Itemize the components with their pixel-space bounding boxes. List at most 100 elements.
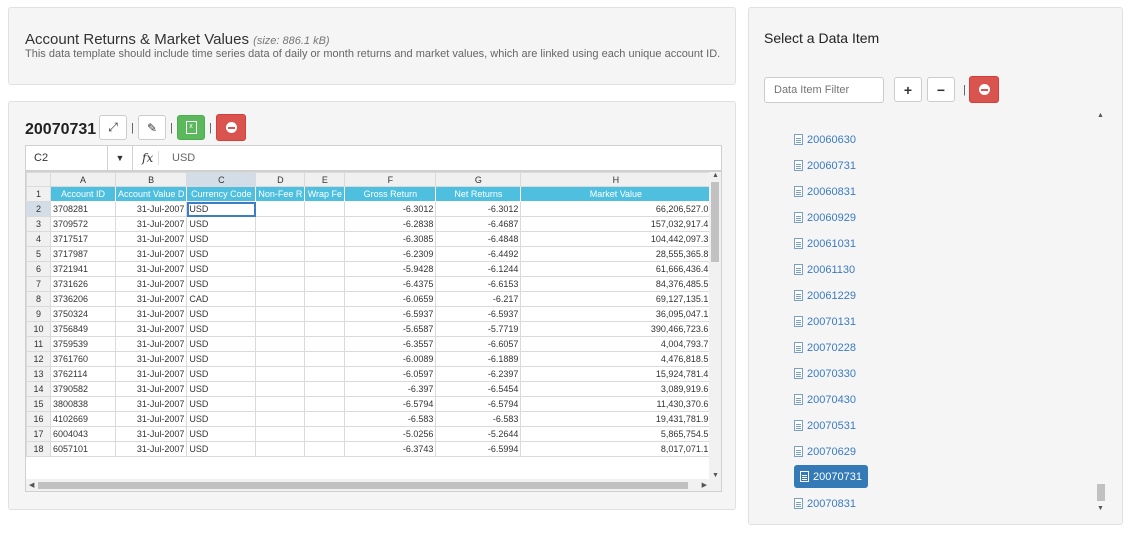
row-header[interactable]: 2 [26, 201, 51, 217]
row-header[interactable]: 7 [26, 276, 51, 292]
table-cell[interactable]: USD [186, 216, 257, 232]
table-cell[interactable]: 104,442,097.3 [520, 231, 712, 247]
scroll-up-icon[interactable]: ▲ [1097, 112, 1104, 119]
table-cell[interactable]: 31-Jul-2007 [114, 246, 188, 262]
data-item[interactable]: 20070228 [794, 336, 856, 359]
data-item[interactable]: 20060731 [794, 154, 856, 177]
table-cell[interactable] [304, 216, 346, 232]
table-cell[interactable]: 28,555,365.8 [520, 246, 712, 262]
table-cell[interactable] [255, 231, 306, 247]
table-cell[interactable]: 3708281 [50, 201, 116, 217]
scroll-thumb[interactable] [711, 182, 719, 262]
row-header[interactable]: 6 [26, 261, 51, 277]
table-cell[interactable]: -6.0659 [344, 291, 437, 307]
table-cell[interactable]: -6.3012 [435, 201, 522, 217]
row-header[interactable]: 11 [26, 336, 51, 352]
column-header[interactable]: E [304, 172, 346, 187]
data-item[interactable]: 20070131 [794, 310, 856, 333]
table-cell[interactable]: 19,431,781.9 [520, 411, 712, 427]
table-cell[interactable] [304, 381, 346, 397]
row-header[interactable]: 17 [26, 426, 51, 442]
header-cell[interactable]: Market Value [520, 186, 712, 202]
table-cell[interactable]: USD [186, 246, 257, 262]
table-cell[interactable]: 36,095,047.1 [520, 306, 712, 322]
column-header[interactable]: C [186, 172, 257, 187]
table-cell[interactable]: -6.5937 [435, 306, 522, 322]
table-cell[interactable] [255, 426, 306, 442]
table-cell[interactable]: -6.0089 [344, 351, 437, 367]
table-cell[interactable]: -6.1889 [435, 351, 522, 367]
table-cell[interactable] [304, 411, 346, 427]
table-cell[interactable]: 31-Jul-2007 [114, 426, 188, 442]
table-cell[interactable]: 3,089,919.6 [520, 381, 712, 397]
scroll-left-icon[interactable]: ◀ [29, 482, 35, 489]
table-cell[interactable]: -6.5794 [435, 396, 522, 412]
row-header[interactable]: 14 [26, 381, 51, 397]
table-cell[interactable]: -6.3557 [344, 336, 437, 352]
header-cell[interactable]: Net Returns [435, 186, 522, 202]
header-cell[interactable]: Wrap Fe [304, 186, 346, 202]
table-cell[interactable]: -5.0256 [344, 426, 437, 442]
table-cell[interactable]: 4,004,793.7 [520, 336, 712, 352]
table-cell[interactable] [304, 351, 346, 367]
table-cell[interactable]: -6.6057 [435, 336, 522, 352]
table-cell[interactable]: 15,924,781.4 [520, 366, 712, 382]
data-item[interactable]: 20070531 [794, 414, 856, 437]
table-cell[interactable]: -6.5794 [344, 396, 437, 412]
scroll-down-icon[interactable]: ▼ [712, 472, 719, 479]
table-cell[interactable]: 31-Jul-2007 [114, 321, 188, 337]
table-cell[interactable]: 3717987 [50, 246, 116, 262]
table-cell[interactable]: USD [186, 366, 257, 382]
table-cell[interactable] [255, 201, 306, 217]
table-cell[interactable]: -6.4375 [344, 276, 437, 292]
data-item[interactable]: 20070629 [794, 440, 856, 463]
table-cell[interactable]: 6004043 [50, 426, 116, 442]
remove-filter-button[interactable] [969, 76, 999, 103]
table-cell[interactable]: 31-Jul-2007 [114, 396, 188, 412]
table-cell[interactable] [304, 231, 346, 247]
row-header[interactable]: 1 [26, 186, 51, 202]
table-cell[interactable]: -6.0597 [344, 366, 437, 382]
table-cell[interactable] [255, 351, 306, 367]
header-cell[interactable]: Account Value D [114, 186, 188, 202]
table-cell[interactable] [255, 291, 306, 307]
table-cell[interactable] [255, 441, 306, 457]
table-cell[interactable] [255, 366, 306, 382]
edit-button[interactable]: ✎ [138, 115, 166, 140]
data-item[interactable]: 20070831 [794, 492, 856, 510]
scroll-right-icon[interactable]: ▶ [701, 482, 707, 489]
row-header[interactable]: 16 [26, 411, 51, 427]
table-cell[interactable]: -6.1244 [435, 261, 522, 277]
table-cell[interactable] [304, 426, 346, 442]
scroll-up-icon[interactable]: ▲ [712, 172, 719, 179]
table-cell[interactable] [304, 366, 346, 382]
data-item[interactable]: 20060630 [794, 128, 856, 151]
table-cell[interactable]: -6.2397 [435, 366, 522, 382]
horizontal-scrollbar[interactable]: ◀ ▶ [26, 479, 721, 491]
table-cell[interactable]: -5.2644 [435, 426, 522, 442]
column-header[interactable]: D [255, 172, 306, 187]
expand-button[interactable]: ⤢ [99, 115, 127, 140]
table-cell[interactable]: USD [186, 276, 257, 292]
data-item[interactable]: 20070330 [794, 362, 856, 385]
table-cell[interactable]: 31-Jul-2007 [114, 336, 188, 352]
table-cell[interactable]: -6.583 [344, 411, 437, 427]
table-cell[interactable]: -6.4687 [435, 216, 522, 232]
scroll-down-icon[interactable]: ▼ [1097, 505, 1104, 512]
table-cell[interactable] [304, 246, 346, 262]
header-cell[interactable]: Gross Return [344, 186, 437, 202]
table-cell[interactable]: USD [186, 381, 257, 397]
data-item[interactable]: 20061031 [794, 232, 856, 255]
data-item[interactable]: 20070731 [794, 465, 868, 488]
table-cell[interactable]: 4,476,818.5 [520, 351, 712, 367]
chevron-down-icon[interactable]: ▼ [108, 146, 133, 170]
table-cell[interactable] [255, 216, 306, 232]
row-header[interactable]: 9 [26, 306, 51, 322]
table-cell[interactable]: 31-Jul-2007 [114, 201, 188, 217]
table-cell[interactable]: 3761760 [50, 351, 116, 367]
table-cell[interactable]: 3717517 [50, 231, 116, 247]
header-cell[interactable]: Non-Fee R [255, 186, 306, 202]
data-item[interactable]: 20060831 [794, 180, 856, 203]
header-cell[interactable]: Currency Code [186, 186, 257, 202]
